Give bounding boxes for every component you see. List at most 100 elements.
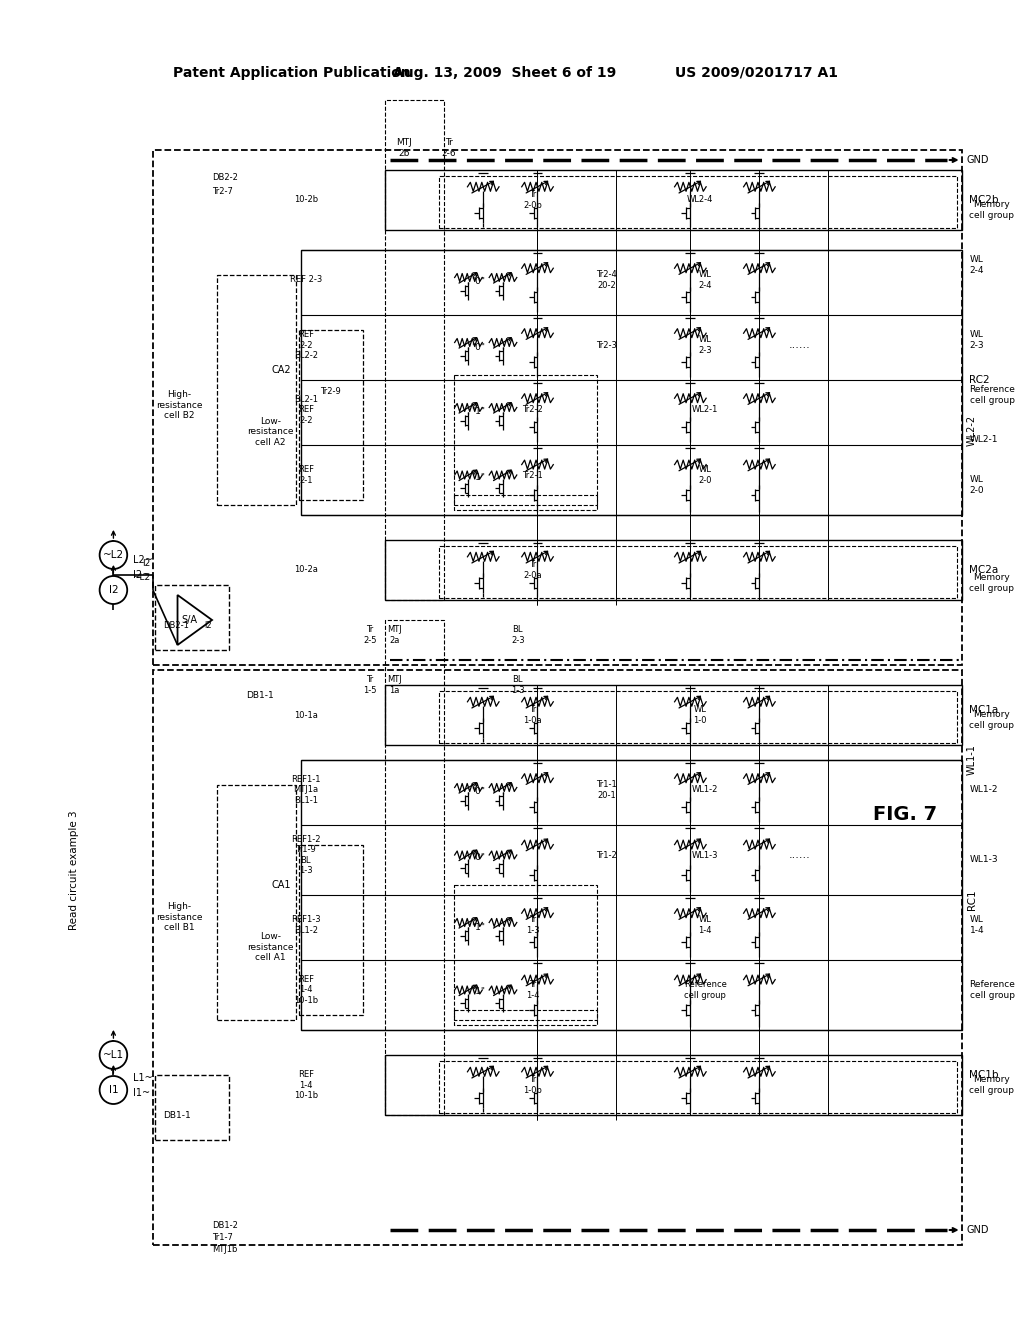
Text: Memory
cell group: Memory cell group xyxy=(970,201,1015,219)
Text: 10-2b: 10-2b xyxy=(294,195,317,205)
Text: WL
2-0: WL 2-0 xyxy=(698,465,712,484)
Text: WL2-1: WL2-1 xyxy=(692,405,719,414)
Bar xyxy=(155,585,228,649)
Bar xyxy=(454,1010,597,1026)
Text: DB1-1: DB1-1 xyxy=(163,1110,190,1119)
Text: WL
2-4: WL 2-4 xyxy=(970,255,984,275)
Text: CA2: CA2 xyxy=(271,366,291,375)
Bar xyxy=(217,785,296,1020)
Bar xyxy=(385,685,962,744)
Text: Read circuit example 3: Read circuit example 3 xyxy=(69,810,79,929)
Bar xyxy=(301,249,962,515)
Circle shape xyxy=(99,1076,127,1104)
Text: S/A: S/A xyxy=(181,615,198,624)
Text: Memory
cell group: Memory cell group xyxy=(970,710,1015,730)
Text: DB2-1: DB2-1 xyxy=(163,620,188,630)
Text: Memory
cell group: Memory cell group xyxy=(970,573,1015,593)
Text: Tr2-4
20-2: Tr2-4 20-2 xyxy=(596,271,616,289)
Text: BL
1-3: BL 1-3 xyxy=(511,676,524,694)
Text: Tr2-9: Tr2-9 xyxy=(321,388,341,396)
Bar xyxy=(153,150,962,665)
Text: High-
resistance
cell B2: High- resistance cell B2 xyxy=(156,391,202,420)
Text: WL
1-0: WL 1-0 xyxy=(693,705,707,725)
Text: Tr1-2: Tr1-2 xyxy=(596,850,616,859)
Text: MTJ
2a: MTJ 2a xyxy=(387,626,401,644)
Text: MC1b: MC1b xyxy=(970,1071,999,1080)
Text: l2: l2 xyxy=(109,585,118,595)
Bar xyxy=(299,330,362,500)
Text: Reference
cell group: Reference cell group xyxy=(970,385,1016,405)
Text: l2: l2 xyxy=(204,620,212,630)
Text: REF1-2
Tr1-9
BL
1-3: REF1-2 Tr1-9 BL 1-3 xyxy=(291,836,321,875)
Text: DB1-1: DB1-1 xyxy=(247,690,274,700)
Bar xyxy=(439,546,956,598)
Text: WL
2-4: WL 2-4 xyxy=(698,271,712,289)
Text: US 2009/0201717 A1: US 2009/0201717 A1 xyxy=(675,66,839,81)
Text: L2~: L2~ xyxy=(133,554,153,565)
Bar xyxy=(155,1074,228,1140)
Text: MC1a: MC1a xyxy=(970,705,998,715)
Text: Patent Application Publication: Patent Application Publication xyxy=(173,66,411,81)
Text: FIG. 7: FIG. 7 xyxy=(872,805,937,825)
Text: Tr2-7: Tr2-7 xyxy=(212,187,232,197)
Text: Tr1-1
20-1: Tr1-1 20-1 xyxy=(596,780,616,800)
Text: Tr1-7: Tr1-7 xyxy=(212,1233,232,1242)
Circle shape xyxy=(99,576,127,605)
Text: "1": "1" xyxy=(471,473,485,482)
Text: Tr
1-3: Tr 1-3 xyxy=(525,915,540,935)
Text: REF
2-2
BL2-2: REF 2-2 BL2-2 xyxy=(294,330,317,360)
Text: WL1-2: WL1-2 xyxy=(970,785,998,795)
Text: REF1-3
BL1-2: REF1-3 BL1-2 xyxy=(291,915,321,935)
Bar xyxy=(454,884,597,1020)
Text: GND: GND xyxy=(967,154,989,165)
Text: 10-2a: 10-2a xyxy=(294,565,317,574)
Text: "0": "0" xyxy=(471,277,485,286)
Text: Tr2-2: Tr2-2 xyxy=(522,405,543,414)
Bar xyxy=(153,671,962,1245)
Text: REF
2-1: REF 2-1 xyxy=(298,465,313,484)
Text: GND: GND xyxy=(967,1225,989,1236)
Bar xyxy=(385,540,962,601)
Text: I1~: I1~ xyxy=(133,1088,151,1098)
Text: REF 2-3: REF 2-3 xyxy=(290,276,322,285)
Text: WL
1-4: WL 1-4 xyxy=(970,915,984,935)
Text: Tr
1-0b: Tr 1-0b xyxy=(523,1076,542,1094)
Text: MC2b: MC2b xyxy=(970,195,999,205)
Text: Low-
resistance
cell A2: Low- resistance cell A2 xyxy=(248,417,294,447)
Text: Tr2-3: Tr2-3 xyxy=(596,341,617,350)
Text: Tr
1-5: Tr 1-5 xyxy=(364,676,377,694)
Text: Aug. 13, 2009  Sheet 6 of 19: Aug. 13, 2009 Sheet 6 of 19 xyxy=(393,66,616,81)
Text: WL
2-3: WL 2-3 xyxy=(970,330,984,350)
Text: WL
2-3: WL 2-3 xyxy=(698,335,712,355)
Circle shape xyxy=(99,541,127,569)
Text: "1": "1" xyxy=(471,987,485,997)
Text: MTJ
2b: MTJ 2b xyxy=(396,139,413,157)
Text: BL2-1
REF
2-2: BL2-1 REF 2-2 xyxy=(294,395,317,425)
Bar xyxy=(454,495,597,510)
Text: ~L2: ~L2 xyxy=(132,573,150,582)
Text: BL
2-3: BL 2-3 xyxy=(511,626,524,644)
Text: WL1-3: WL1-3 xyxy=(692,850,719,859)
Text: Tr
2-5: Tr 2-5 xyxy=(364,626,377,644)
Bar xyxy=(385,620,443,1115)
Text: WL1-1: WL1-1 xyxy=(967,744,977,775)
Text: "0": "0" xyxy=(471,342,485,351)
Text: RC2: RC2 xyxy=(970,375,990,385)
Text: WL1-3: WL1-3 xyxy=(970,855,998,865)
Text: DB1-2: DB1-2 xyxy=(212,1221,238,1229)
Bar xyxy=(439,1061,956,1113)
Text: ~L2: ~L2 xyxy=(102,550,124,560)
Text: CA1: CA1 xyxy=(271,880,291,890)
Text: L1~: L1~ xyxy=(133,1073,153,1082)
Text: Tr
2-0a: Tr 2-0a xyxy=(523,560,542,579)
Text: I2~: I2~ xyxy=(133,570,151,579)
Text: WL1-2: WL1-2 xyxy=(692,785,719,795)
Text: WL2-4: WL2-4 xyxy=(687,195,714,205)
Bar xyxy=(439,176,956,228)
Text: "1": "1" xyxy=(471,923,485,932)
Text: Reference
cell group: Reference cell group xyxy=(970,981,1016,999)
Text: ......: ...... xyxy=(788,341,811,350)
Text: "1": "1" xyxy=(471,408,485,417)
Text: 10-1a: 10-1a xyxy=(294,710,317,719)
Text: WL
1-4: WL 1-4 xyxy=(698,915,712,935)
